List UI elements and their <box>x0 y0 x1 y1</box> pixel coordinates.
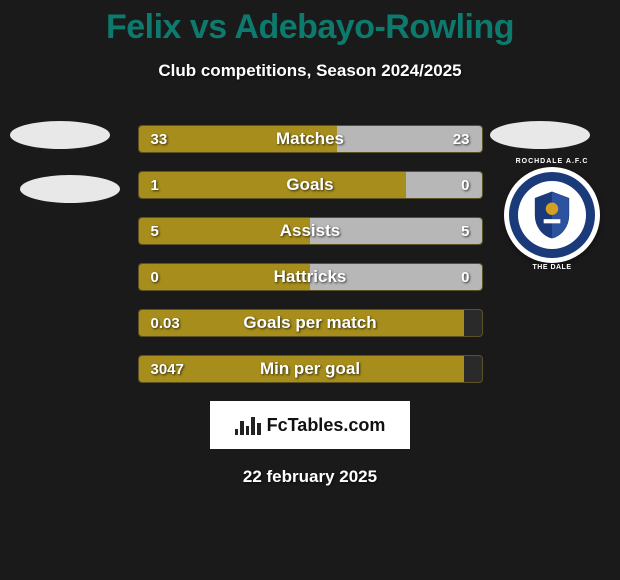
source-logo: FcTables.com <box>210 401 410 449</box>
stat-label: Hattricks <box>139 264 482 290</box>
stat-rows: 3323Matches 10Goals 55Assists 00Hattricks 0.… <box>138 125 483 383</box>
barchart-icon <box>235 415 261 435</box>
page-subtitle: Club competitions, Season 2024/2025 <box>0 61 620 81</box>
page-title: Felix vs Adebayo-Rowling <box>0 0 620 47</box>
stat-row: 3047Min per goal <box>138 355 483 383</box>
comparison-card: Felix vs Adebayo-Rowling Club competitio… <box>0 0 620 580</box>
stat-row: 0.03Goals per match <box>138 309 483 337</box>
shield-icon <box>531 190 573 240</box>
stat-row: 55Assists <box>138 217 483 245</box>
stat-row: 00Hattricks <box>138 263 483 291</box>
stat-row: 3323Matches <box>138 125 483 153</box>
crest-bottom-text: THE DALE <box>509 264 595 271</box>
club-crest: ROCHDALE A.F.C THE DALE <box>504 167 600 263</box>
stat-label: Assists <box>139 218 482 244</box>
player-left-badge-1 <box>10 121 110 149</box>
club-crest-inner <box>518 181 586 249</box>
player-left-badge-2 <box>20 175 120 203</box>
stat-row: 10Goals <box>138 171 483 199</box>
crest-top-text: ROCHDALE A.F.C <box>509 158 595 165</box>
footer-date: 22 february 2025 <box>0 467 620 487</box>
stat-label: Goals <box>139 172 482 198</box>
stats-section: ROCHDALE A.F.C THE DALE 3323Matches 10Goa… <box>0 125 620 383</box>
stat-label: Min per goal <box>139 356 482 382</box>
player-right-badge-1 <box>490 121 590 149</box>
source-logo-text: FcTables.com <box>267 415 386 436</box>
stat-label: Matches <box>139 126 482 152</box>
stat-label: Goals per match <box>139 310 482 336</box>
